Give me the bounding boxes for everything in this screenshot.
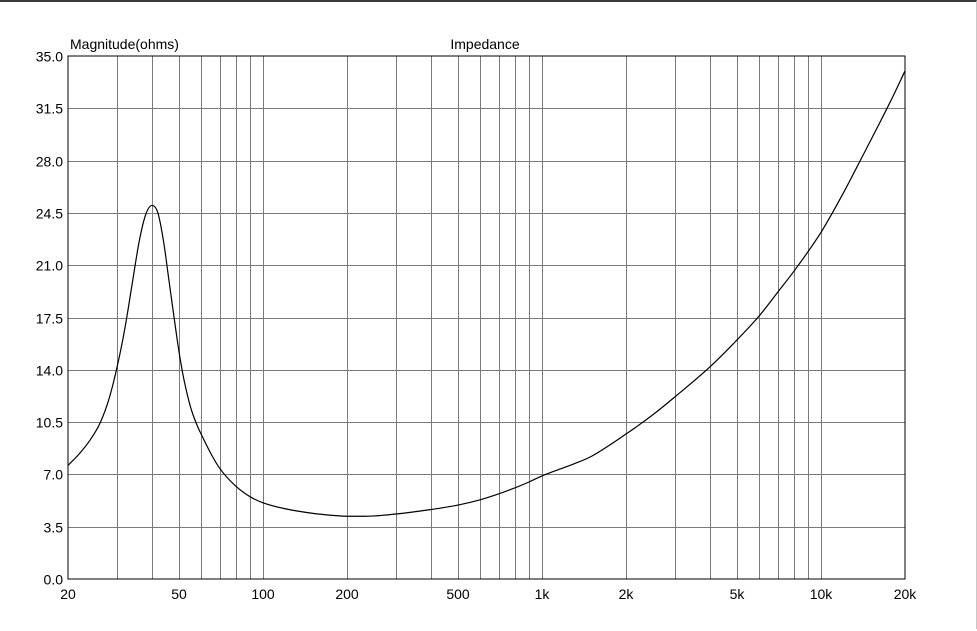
y-tick-label: 0.0 (44, 572, 64, 588)
y-tick-labels: 0.0 3.5 7.0 10.5 14.0 17.5 21.0 24.5 28.0 31.5 35.… (36, 49, 63, 588)
impedance-curve (67, 70, 906, 517)
y-tick-label: 10.5 (36, 415, 63, 431)
y-tick-label: 24.5 (36, 206, 63, 222)
x-tick-label: 20 (60, 586, 76, 602)
chart-title: Impedance (450, 36, 519, 52)
y-tick-label: 31.5 (36, 101, 63, 117)
y-tick-label: 7.0 (44, 467, 64, 483)
y-tick-label: 3.5 (44, 520, 64, 536)
x-tick-labels: 20 50 100 200 500 1k 2k 5k 10k 20k (60, 586, 917, 602)
x-tick-label: 10k (810, 586, 834, 602)
x-tick-label: 50 (171, 586, 187, 602)
plot-area (68, 56, 905, 579)
horizontal-gridlines (68, 108, 905, 528)
x-tick-label: 5k (730, 586, 746, 602)
y-tick-label: 14.0 (36, 363, 63, 379)
y-tick-label: 28.0 (36, 154, 63, 170)
x-tick-label: 1k (535, 586, 551, 602)
x-tick-label: 200 (335, 586, 359, 602)
y-tick-label: 21.0 (36, 258, 63, 274)
plot-border (67, 55, 906, 580)
vertical-gridlines (117, 56, 822, 579)
y-tick-label: 35.0 (36, 49, 63, 65)
x-tick-label: 100 (251, 586, 275, 602)
x-tick-label: 500 (446, 586, 470, 602)
x-tick-label: 2k (619, 586, 635, 602)
y-axis-label: Magnitude(ohms) (70, 36, 179, 52)
y-tick-label: 17.5 (36, 311, 63, 327)
x-tick-label: 20k (894, 586, 918, 602)
